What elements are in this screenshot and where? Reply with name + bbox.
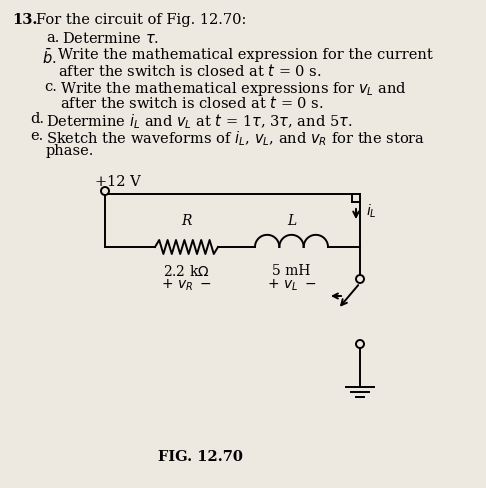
Text: FIG. 12.70: FIG. 12.70 — [157, 449, 243, 463]
Text: Write the mathematical expression for the current: Write the mathematical expression for th… — [58, 48, 433, 62]
Circle shape — [101, 187, 109, 196]
Text: $+\ v_R\ -$: $+\ v_R\ -$ — [161, 278, 212, 293]
Text: $i_L$: $i_L$ — [366, 203, 377, 220]
Text: 13.: 13. — [12, 13, 37, 27]
Text: c.: c. — [44, 80, 57, 94]
Text: L: L — [287, 214, 296, 227]
Text: R: R — [181, 214, 192, 227]
Text: 2.2 k$\Omega$: 2.2 k$\Omega$ — [163, 264, 210, 279]
Text: Determine $\tau$.: Determine $\tau$. — [62, 31, 159, 46]
Text: Sketch the waveforms of $i_L$, $v_L$, and $v_R$ for the stora: Sketch the waveforms of $i_L$, $v_L$, an… — [46, 129, 425, 147]
Text: e.: e. — [30, 129, 43, 142]
Text: $\bar{b}$.: $\bar{b}$. — [42, 48, 56, 67]
Circle shape — [356, 340, 364, 348]
Text: +12 V: +12 V — [95, 175, 141, 189]
Text: For the circuit of Fig. 12.70:: For the circuit of Fig. 12.70: — [36, 13, 246, 27]
Text: after the switch is closed at $t$ = 0 s.: after the switch is closed at $t$ = 0 s. — [60, 95, 324, 111]
Text: d.: d. — [30, 112, 44, 126]
Text: a.: a. — [46, 31, 59, 45]
Text: Determine $i_L$ and $v_L$ at $t$ = 1$\tau$, 3$\tau$, and 5$\tau$.: Determine $i_L$ and $v_L$ at $t$ = 1$\ta… — [46, 112, 352, 130]
Text: phase.: phase. — [46, 143, 94, 158]
Text: $+\ v_L\ -$: $+\ v_L\ -$ — [267, 278, 316, 293]
Text: after the switch is closed at $t$ = 0 s.: after the switch is closed at $t$ = 0 s. — [58, 63, 322, 79]
Circle shape — [356, 275, 364, 284]
Text: Write the mathematical expressions for $v_L$ and: Write the mathematical expressions for $… — [60, 80, 407, 98]
Text: 5 mH: 5 mH — [272, 264, 311, 278]
